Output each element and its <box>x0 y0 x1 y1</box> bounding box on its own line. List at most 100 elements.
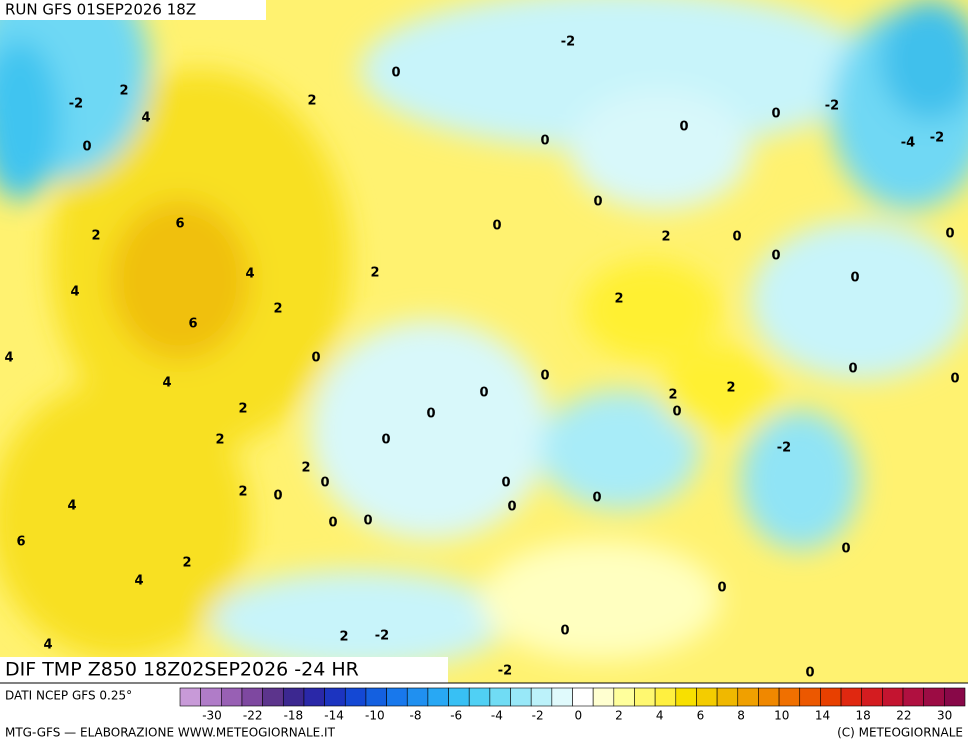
colorbar-label: 6 <box>697 709 705 723</box>
colorbar-swatch <box>427 687 449 707</box>
colorbar-swatch <box>262 687 284 707</box>
contour-label: 0 <box>805 666 814 681</box>
contour-label: 0 <box>945 227 954 242</box>
contour-label: 2 <box>661 230 670 245</box>
contour-label: 0 <box>771 249 780 264</box>
copyright-label: (C) METEOGIORNALE <box>837 726 963 740</box>
contour-label: 2 <box>182 556 191 571</box>
colorbar-label: -6 <box>450 709 462 723</box>
contour-label: 2 <box>215 433 224 448</box>
colorbar-swatch <box>861 687 883 707</box>
contour-label: 0 <box>328 516 337 531</box>
contour-label: 2 <box>339 630 348 645</box>
colorbar-swatch <box>840 687 863 707</box>
contour-label: -2 <box>777 441 791 456</box>
contour-label: 0 <box>848 362 857 377</box>
colorbar-label: 18 <box>856 709 871 723</box>
contour-label: 0 <box>560 624 569 639</box>
contour-label: 6 <box>175 217 184 232</box>
colorbar-swatch <box>572 687 594 707</box>
colorbar-label: -18 <box>284 709 304 723</box>
colorbar-swatch <box>613 687 635 707</box>
contour-label: 0 <box>540 369 549 384</box>
contour-label: 4 <box>162 376 171 391</box>
colorbar-swatch <box>365 687 387 707</box>
contour-label: 0 <box>717 581 726 596</box>
colorbar-swatch <box>448 687 470 707</box>
colorbar-swatch <box>468 687 491 707</box>
contour-label: 2 <box>238 485 247 500</box>
contour-label: -4 <box>901 136 915 151</box>
field-shading <box>0 0 968 670</box>
contour-label: 2 <box>370 266 379 281</box>
title-box <box>0 657 448 683</box>
contour-label: 2 <box>726 381 735 396</box>
colorbar-swatch <box>758 687 780 707</box>
colorbar-label: -4 <box>491 709 503 723</box>
colorbar-label: 0 <box>574 709 582 723</box>
contour-label: 0 <box>492 219 501 234</box>
colorbar-swatch <box>675 687 697 707</box>
colorbar-swatch <box>303 687 325 707</box>
colorbar-swatch <box>489 687 511 707</box>
colorbar-swatch <box>530 687 553 707</box>
colorbar-swatch <box>344 687 367 707</box>
colorbar-swatch <box>241 687 263 707</box>
contour-label: -2 <box>69 97 83 112</box>
colorbar-swatch <box>820 687 842 707</box>
contour-label: -2 <box>561 35 575 50</box>
contour-label: 0 <box>501 476 510 491</box>
contour-label: 0 <box>593 195 602 210</box>
contour-label: -2 <box>930 131 944 146</box>
contour-label: 0 <box>426 407 435 422</box>
colorbar-label: 4 <box>656 709 664 723</box>
colorbar-label: 14 <box>815 709 830 723</box>
contour-label: 0 <box>311 351 320 366</box>
source-label: DATI NCEP GFS 0.25° <box>5 689 132 703</box>
contour-label: 2 <box>273 302 282 317</box>
contour-label: -2 <box>825 99 839 114</box>
colorbar-swatch <box>221 687 243 707</box>
contour-label: 0 <box>391 66 400 81</box>
colorbar-swatch <box>778 687 801 707</box>
contour-label: 4 <box>141 111 150 126</box>
colorbar-swatch <box>902 687 924 707</box>
colorbar-swatch <box>944 687 966 707</box>
contour-label: 4 <box>134 574 143 589</box>
colorbar-swatch <box>696 687 718 707</box>
contour-label: 6 <box>188 317 197 332</box>
contour-label: 0 <box>507 500 516 515</box>
colorbar-swatch <box>386 687 408 707</box>
colorbar-label: 22 <box>896 709 911 723</box>
colorbar-swatch <box>200 687 222 707</box>
colorbar-swatch <box>282 687 305 707</box>
contour-label: 2 <box>668 388 677 403</box>
contour-label: 2 <box>301 461 310 476</box>
contour-label: 0 <box>771 107 780 122</box>
colorbar-swatch <box>179 687 201 707</box>
colorbar-swatch <box>923 687 945 707</box>
colorbar-label: 30 <box>937 709 952 723</box>
colorbar-swatch <box>592 687 615 707</box>
contour-label: 2 <box>614 292 623 307</box>
contour-label: 4 <box>245 267 254 282</box>
contour-label: 0 <box>82 140 91 155</box>
colorbar-swatch <box>510 687 532 707</box>
contour-label: -2 <box>375 629 389 644</box>
contour-label: 0 <box>320 476 329 491</box>
contour-label: 4 <box>4 351 13 366</box>
contour-label: 2 <box>307 94 316 109</box>
colorbar-label: 2 <box>615 709 623 723</box>
colorbar-swatch <box>406 687 429 707</box>
colorbar-swatch <box>882 687 904 707</box>
contour-label: 0 <box>841 542 850 557</box>
colorbar-swatch <box>799 687 821 707</box>
colorbar-swatch <box>634 687 656 707</box>
contour-label: 4 <box>43 638 52 653</box>
contour-label: 0 <box>732 230 741 245</box>
colorbar-label: -14 <box>324 709 344 723</box>
colorbar-swatch <box>324 687 346 707</box>
contour-label: 0 <box>592 491 601 506</box>
colorbar-label: 8 <box>737 709 745 723</box>
